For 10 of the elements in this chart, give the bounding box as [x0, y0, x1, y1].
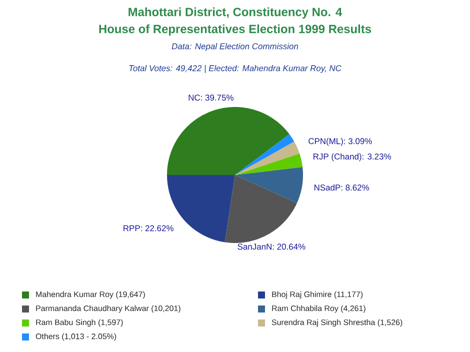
data-label: CPN(ML): 3.09% — [308, 138, 372, 146]
text: Total Votes: 49,422 | Elected: Mahendra Kumar Roy, NC — [129, 64, 342, 74]
text: Data: Nepal Election Commission — [172, 43, 298, 51]
data-label: RJP (Chand): 3.23% — [314, 153, 391, 162]
data-label: NSadP: 8.62% — [314, 184, 370, 191]
chart-title: Mahottari District, Constituency No. 4 — [128, 7, 342, 19]
data-label: NC: 39.75% — [188, 94, 234, 101]
chart-subtitle: House of Representatives Election 1999 Results — [99, 24, 372, 36]
data-label: SanJanN: 20.64% — [238, 244, 306, 250]
data-label: RPP: 22.62% — [124, 225, 174, 232]
